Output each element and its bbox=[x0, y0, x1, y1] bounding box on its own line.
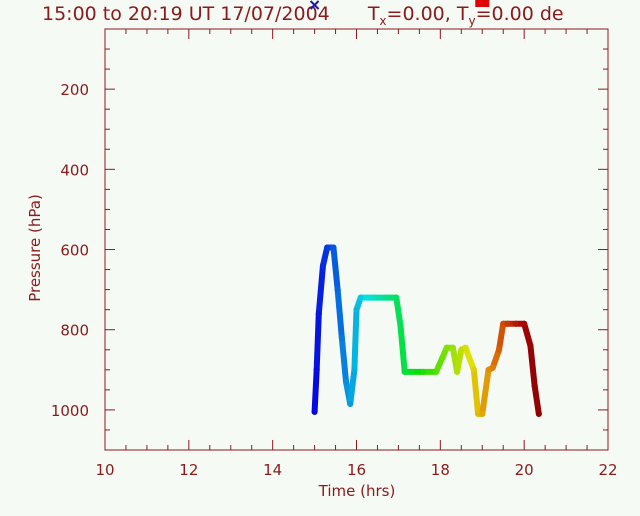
trajectory-point bbox=[470, 366, 477, 373]
end-marker bbox=[475, 0, 490, 7]
x-tick-label: 16 bbox=[347, 461, 366, 479]
y-tick-label: 600 bbox=[60, 242, 89, 260]
trajectory-point bbox=[330, 244, 337, 251]
trajectory-segment bbox=[393, 294, 404, 329]
trajectory-point bbox=[313, 366, 320, 373]
trajectory-point bbox=[489, 364, 496, 371]
trajectory-point bbox=[439, 354, 446, 361]
trajectory-point bbox=[311, 408, 318, 415]
trajectory-point bbox=[401, 368, 408, 375]
trajectory-point bbox=[475, 410, 482, 417]
trajectory-point bbox=[334, 286, 341, 293]
trajectory-point bbox=[338, 334, 345, 341]
trajectory-segment bbox=[347, 366, 358, 407]
trajectory-point bbox=[343, 378, 350, 385]
trajectory-segment bbox=[454, 346, 465, 375]
trajectory-segment bbox=[470, 366, 482, 417]
trajectory-point bbox=[319, 262, 326, 269]
trajectory-point bbox=[454, 368, 461, 375]
trajectory-segment bbox=[315, 262, 326, 317]
trajectory-point bbox=[407, 368, 414, 375]
trajectory-point bbox=[527, 342, 534, 349]
y-tick-label: 800 bbox=[60, 322, 89, 340]
x-tick-label: 12 bbox=[179, 461, 198, 479]
x-tick-label: 10 bbox=[95, 461, 114, 479]
trajectory-point bbox=[479, 410, 486, 417]
trajectory-point bbox=[347, 400, 354, 407]
trajectory-point bbox=[353, 306, 360, 313]
trajectory-segment bbox=[521, 320, 534, 349]
trajectory-segment bbox=[479, 366, 492, 417]
trajectory-point bbox=[496, 346, 503, 353]
axes: 10 12 14 16 18 20 22 200 400 600 800 1000 bbox=[51, 0, 618, 479]
trajectory-segment bbox=[489, 346, 503, 371]
chart-title: 15:00 to 20:19 UT 17/07/2004 Tx=0.00, Ty… bbox=[42, 3, 564, 28]
trajectory-segment bbox=[531, 382, 542, 417]
x-tick-label: 20 bbox=[515, 461, 534, 479]
start-marker bbox=[309, 0, 320, 10]
trajectory-point bbox=[512, 320, 519, 327]
trajectory-point bbox=[393, 294, 400, 301]
trajectory-segment bbox=[330, 244, 341, 293]
trajectory-point bbox=[443, 344, 450, 351]
y-tick-label: 400 bbox=[60, 161, 89, 179]
trajectory-point bbox=[324, 244, 331, 251]
trajectory-point bbox=[370, 294, 377, 301]
trajectory-point bbox=[531, 382, 538, 389]
trajectory-segment bbox=[496, 320, 507, 353]
y-tick-label: 1000 bbox=[51, 402, 89, 420]
trajectory-segment bbox=[527, 342, 538, 389]
x-tick-label: 18 bbox=[431, 461, 450, 479]
trajectory-point bbox=[351, 366, 358, 373]
trajectory-segment bbox=[334, 286, 345, 341]
y-axis-label: Pressure (hPa) bbox=[26, 194, 44, 302]
trajectory-point bbox=[504, 320, 511, 327]
plot-area bbox=[311, 244, 542, 417]
trajectory-segment bbox=[313, 310, 322, 373]
trajectory-point bbox=[357, 294, 364, 301]
trajectory-point bbox=[535, 410, 542, 417]
trajectory-point bbox=[500, 320, 507, 327]
trajectory-segment bbox=[462, 344, 477, 373]
y-tick-label: 200 bbox=[60, 81, 89, 99]
trajectory-point bbox=[462, 344, 469, 351]
trajectory-point bbox=[420, 368, 427, 375]
x-tick-label: 22 bbox=[598, 461, 617, 479]
x-tick-label: 14 bbox=[263, 461, 282, 479]
trajectory-point bbox=[315, 310, 322, 317]
trajectory-point bbox=[521, 320, 528, 327]
trajectory-point bbox=[397, 322, 404, 329]
trajectory-point bbox=[433, 368, 440, 375]
trajectory-segment bbox=[351, 306, 360, 373]
trajectory-segment bbox=[311, 366, 320, 415]
trajectory-segment bbox=[338, 334, 350, 385]
x-axis-label: Time (hrs) bbox=[318, 482, 396, 500]
trajectory-point bbox=[382, 294, 389, 301]
trajectory-segment bbox=[397, 322, 408, 375]
trajectory-segment bbox=[319, 244, 331, 269]
trajectory-point bbox=[449, 344, 456, 351]
